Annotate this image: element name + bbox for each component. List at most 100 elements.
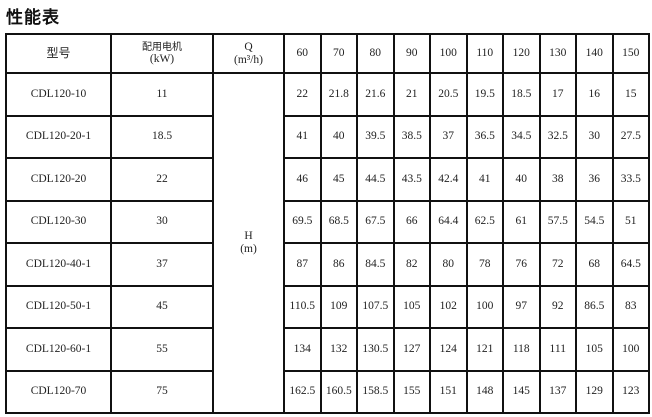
head-value-cell: 43.5 — [392, 157, 431, 202]
model-header: 型号 — [5, 33, 112, 74]
head-value-cell: 83 — [611, 284, 650, 329]
head-unit: (m) — [240, 243, 257, 255]
power-cell: 45 — [110, 284, 214, 329]
flow-header-cell: 60 — [283, 33, 322, 74]
head-value-cell: 78 — [465, 242, 504, 287]
head-value-cell: 18.5 — [502, 72, 541, 117]
motor-header: 配用电机 (kW) — [110, 33, 214, 74]
head-value-cell: 40 — [319, 114, 358, 159]
performance-table: 型号 配用电机 (kW) Q (m³/h) 60 70 80 90 100 110 120 1… — [5, 33, 650, 414]
head-value-cell: 40 — [502, 157, 541, 202]
head-label: H — [244, 230, 253, 243]
flow-header-cell: 150 — [611, 33, 650, 74]
model-cell: CDL120-20-1 — [5, 114, 112, 159]
head-label-cell: H (m) — [212, 72, 285, 414]
power-cell: 55 — [110, 327, 214, 372]
head-value-cell: 92 — [538, 284, 577, 329]
head-value-cell: 20.5 — [429, 72, 468, 117]
head-value-cell: 100 — [465, 284, 504, 329]
power-cell: 11 — [110, 72, 214, 117]
head-value-cell: 54.5 — [575, 199, 614, 244]
model-cell: CDL120-40-1 — [5, 242, 112, 287]
model-cell: CDL120-20 — [5, 157, 112, 202]
head-value-cell: 151 — [429, 369, 468, 414]
head-value-cell: 158.5 — [356, 369, 395, 414]
head-value-cell: 38 — [538, 157, 577, 202]
head-value-cell: 148 — [465, 369, 504, 414]
power-cell: 37 — [110, 242, 214, 287]
head-value-cell: 33.5 — [611, 157, 650, 202]
head-value-cell: 21.6 — [356, 72, 395, 117]
head-value-cell: 134 — [283, 327, 322, 372]
table-row: CDL120-60-1 55 134 132 130.5 127 124 121 118 111 1… — [5, 327, 650, 372]
head-value-cell: 121 — [465, 327, 504, 372]
head-value-cell: 124 — [429, 327, 468, 372]
head-value-cell: 160.5 — [319, 369, 358, 414]
head-value-cell: 69.5 — [283, 199, 322, 244]
head-value-cell: 137 — [538, 369, 577, 414]
flow-header-cell: 120 — [502, 33, 541, 74]
head-value-cell: 66 — [392, 199, 431, 244]
flow-header-cell: 100 — [429, 33, 468, 74]
model-cell: CDL120-30 — [5, 199, 112, 244]
head-value-cell: 37 — [429, 114, 468, 159]
head-value-cell: 62.5 — [465, 199, 504, 244]
head-value-cell: 30 — [575, 114, 614, 159]
head-value-cell: 46 — [283, 157, 322, 202]
table-row: CDL120-10 11 H (m) 22 21.8 21.6 21 20.5 19.5 18.5 1… — [5, 72, 650, 414]
head-value-cell: 64.4 — [429, 199, 468, 244]
head-value-cell: 57.5 — [538, 199, 577, 244]
head-value-cell: 38.5 — [392, 114, 431, 159]
head-value-cell: 111 — [538, 327, 577, 372]
flow-header-cell: 130 — [538, 33, 577, 74]
head-value-cell: 97 — [502, 284, 541, 329]
motor-header-unit: (kW) — [149, 52, 175, 65]
power-cell: 75 — [110, 369, 214, 414]
head-value-cell: 34.5 — [502, 114, 541, 159]
flow-header-cell: 140 — [575, 33, 614, 74]
flow-header-cell: 110 — [465, 33, 504, 74]
head-value-cell: 15 — [611, 72, 650, 117]
flow-header-cell: 90 — [392, 33, 431, 74]
head-value-cell: 87 — [283, 242, 322, 287]
head-value-cell: 32.5 — [538, 114, 577, 159]
table-row: CDL120-70 75 162.5 160.5 158.5 155 151 148 145 13… — [5, 369, 650, 414]
head-value-cell: 80 — [429, 242, 468, 287]
head-value-cell: 155 — [392, 369, 431, 414]
head-value-cell: 107.5 — [356, 284, 395, 329]
head-value-cell: 67.5 — [356, 199, 395, 244]
head-value-cell: 21 — [392, 72, 431, 117]
head-value-cell: 100 — [611, 327, 650, 372]
model-cell: CDL120-60-1 — [5, 327, 112, 372]
head-value-cell: 68.5 — [319, 199, 358, 244]
head-value-cell: 109 — [319, 284, 358, 329]
power-cell: 22 — [110, 157, 214, 202]
head-value-cell: 110.5 — [283, 284, 322, 329]
head-value-cell: 36 — [575, 157, 614, 202]
motor-header-label: 配用电机 — [142, 41, 182, 53]
head-value-cell: 22 — [283, 72, 322, 117]
head-value-cell: 64.5 — [611, 242, 650, 287]
head-value-cell: 41 — [283, 114, 322, 159]
model-cell: CDL120-70 — [5, 369, 112, 414]
head-value-cell: 44.5 — [356, 157, 395, 202]
head-value-cell: 61 — [502, 199, 541, 244]
head-value-cell: 105 — [575, 327, 614, 372]
head-value-cell: 84.5 — [356, 242, 395, 287]
head-value-cell: 39.5 — [356, 114, 395, 159]
head-value-cell: 16 — [575, 72, 614, 117]
head-value-cell: 105 — [392, 284, 431, 329]
head-value-cell: 21.8 — [319, 72, 358, 117]
table-row: CDL120-30 30 69.5 68.5 67.5 66 64.4 62.5 61 57.5 5… — [5, 199, 650, 244]
page-title: 性能表 — [6, 8, 60, 28]
table-row: CDL120-40-1 37 87 86 84.5 82 80 78 76 72 68 64.5 — [5, 242, 650, 287]
power-cell: 30 — [110, 199, 214, 244]
head-value-cell: 86 — [319, 242, 358, 287]
head-value-cell: 27.5 — [611, 114, 650, 159]
head-value-cell: 42.4 — [429, 157, 468, 202]
head-value-cell: 130.5 — [356, 327, 395, 372]
head-value-cell: 132 — [319, 327, 358, 372]
head-value-cell: 162.5 — [283, 369, 322, 414]
head-value-cell: 51 — [611, 199, 650, 244]
head-value-cell: 76 — [502, 242, 541, 287]
